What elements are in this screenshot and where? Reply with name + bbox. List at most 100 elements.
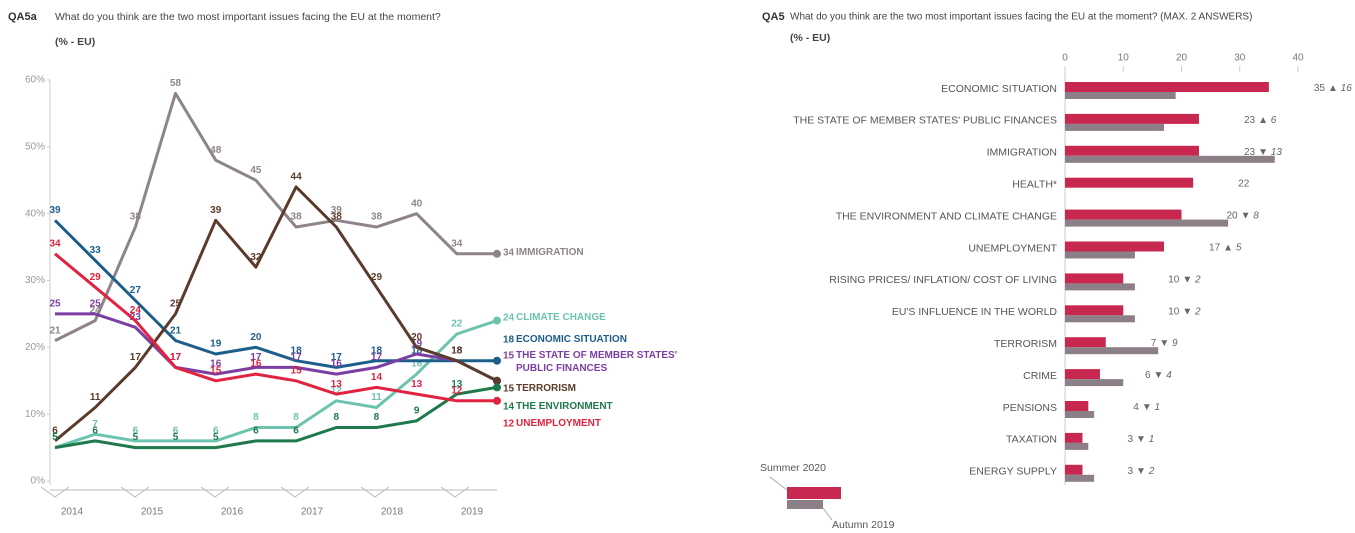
data-label: 19	[210, 339, 222, 350]
change-label: ▼ 2	[1136, 465, 1155, 476]
legend-leader	[769, 476, 788, 491]
data-label: 21	[170, 325, 182, 336]
data-label: 23	[1244, 115, 1256, 126]
legend-entry: ECONOMIC SITUATION	[516, 334, 627, 345]
data-label: 4	[1133, 402, 1139, 413]
category-label: TERRORISM	[994, 338, 1057, 350]
data-label: 8	[333, 412, 339, 423]
legend-entry: UNEMPLOYMENT	[516, 418, 601, 429]
data-label: 10	[1168, 306, 1180, 317]
data-label: 5	[213, 432, 219, 443]
axis-chevron	[120, 486, 150, 498]
series-line	[54, 385, 498, 450]
data-label: 34	[49, 238, 61, 249]
data-label: 17	[331, 352, 343, 363]
chart-code: QA5	[762, 11, 785, 23]
category-label: HEALTH*	[1012, 178, 1057, 190]
axis-chevron	[40, 486, 70, 498]
change-label: ▼ 2	[1182, 306, 1201, 317]
series-line	[54, 319, 498, 450]
x-tick-label: 0	[1062, 53, 1068, 64]
legend-entry-box: ECONOMIC SITUATION	[516, 334, 627, 345]
legend-entry: CLIMATE CHANGE	[516, 312, 606, 323]
legend-entry: TERRORISM	[516, 383, 576, 394]
data-label: 38	[371, 212, 383, 223]
value-label-group: 3 ▼ 2	[1127, 465, 1154, 476]
data-label: 6	[92, 426, 98, 437]
series-line	[53, 219, 497, 369]
value-label-group: 7 ▼ 9	[1151, 338, 1178, 349]
series-line	[54, 185, 498, 443]
data-label: 39	[49, 205, 61, 216]
y-tick-label: 20%	[25, 342, 45, 353]
end-point	[493, 356, 501, 365]
series-line	[54, 91, 497, 342]
y-tick-label: 0%	[31, 476, 46, 487]
value-label-group: 3 ▼ 1	[1127, 434, 1154, 445]
legend-entry-box: CLIMATE CHANGE	[516, 312, 606, 323]
bar	[1065, 251, 1135, 259]
bar	[1065, 273, 1124, 284]
data-label: 7	[1151, 338, 1157, 349]
legend-entry-box: UNEMPLOYMENT	[516, 418, 601, 429]
data-label: 16	[250, 359, 262, 370]
value-label-group: 22	[1238, 178, 1250, 189]
data-label: 6	[52, 426, 58, 437]
end-point	[493, 383, 501, 392]
x-tick-label: 2018	[381, 507, 404, 518]
category-label: ENERGY SUPPLY	[969, 466, 1057, 478]
end-point	[493, 376, 501, 385]
end-value-label: 15	[503, 351, 515, 362]
legend-entry-box: IMMIGRATION	[516, 247, 584, 258]
value-label-group: 10 ▼ 2	[1168, 274, 1201, 285]
legend-entry: THE STATE OF MEMBER STATES' PUBLIC FINAN…	[516, 350, 678, 374]
x-tick-label: 20	[1176, 53, 1188, 64]
bar	[1065, 411, 1095, 418]
end-point	[493, 249, 501, 258]
category-label: THE STATE OF MEMBER STATES' PUBLIC FINAN…	[793, 115, 1057, 127]
bar	[1065, 155, 1275, 163]
change-label: ▼ 9	[1159, 338, 1178, 349]
bar	[1065, 123, 1165, 131]
change-label: ▼ 2	[1182, 274, 1201, 285]
axis-chevron	[360, 486, 390, 498]
category-label: ECONOMIC SITUATION	[941, 83, 1057, 95]
axis-chevron	[280, 486, 310, 498]
data-label: 23	[130, 312, 142, 323]
data-label: 18	[451, 345, 463, 356]
data-label: 45	[250, 165, 262, 176]
data-label: 17	[170, 352, 182, 363]
category-label: UNEMPLOYMENT	[968, 242, 1057, 254]
chart-subtitle: (% - EU)	[790, 32, 830, 44]
data-label: 6	[1145, 370, 1151, 381]
data-label: 20	[1227, 210, 1239, 221]
bar	[1065, 315, 1135, 323]
series-line	[55, 312, 498, 383]
category-label: TAXATION	[1006, 434, 1057, 446]
data-label: 5	[173, 432, 179, 443]
data-label: 18	[371, 345, 383, 356]
end-value-label: 34	[503, 248, 515, 259]
legend-entry-box: THE ENVIRONMENT	[516, 401, 613, 412]
data-label: 29	[371, 272, 383, 283]
data-label: 34	[451, 238, 463, 249]
category-label: PENSIONS	[1003, 402, 1057, 414]
data-label: 22	[451, 319, 463, 330]
data-label: 44	[291, 172, 303, 183]
data-label: 35	[1314, 83, 1326, 94]
value-label-group: 4 ▼ 1	[1133, 402, 1160, 413]
y-tick-label: 40%	[25, 208, 45, 219]
bar	[1065, 145, 1199, 156]
data-label: 18	[291, 345, 303, 356]
data-label: 18	[451, 345, 463, 356]
data-label: 39	[210, 205, 222, 216]
data-label: 17	[291, 352, 303, 363]
change-label: ▼ 4	[1154, 370, 1173, 381]
x-tick-label: 2016	[221, 507, 244, 518]
data-label: 8	[253, 412, 259, 423]
category-label: EU'S INFLUENCE IN THE WORLD	[892, 306, 1058, 318]
data-label: 3	[1127, 465, 1133, 476]
category-label: THE ENVIRONMENT AND CLIMATE CHANGE	[836, 210, 1057, 222]
data-label: 8	[293, 412, 299, 423]
